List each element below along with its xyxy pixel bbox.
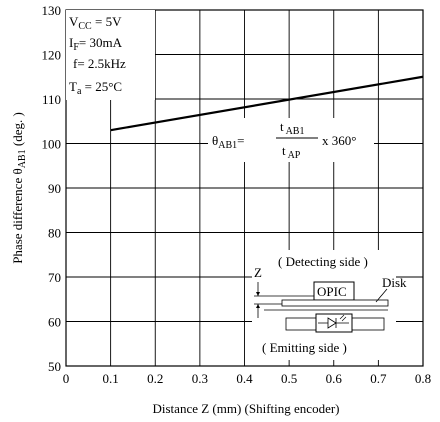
emitting-side-label: ( Emitting side ) xyxy=(262,340,347,355)
y-tick-labels: 50 60 70 80 90 100 110 120 130 xyxy=(42,3,62,374)
x-tick-label: 0.3 xyxy=(192,371,208,386)
data-series xyxy=(110,75,424,132)
condition-ta: Ta = 25°C xyxy=(69,79,122,97)
x-tick-label: 0.4 xyxy=(236,371,253,386)
conditions-box: VCC = 5V IF= 30mA f= 2.5kHz Ta = 25°C xyxy=(66,10,155,100)
x-axis-title: Distance Z (mm) (Shifting encoder) xyxy=(153,401,340,416)
x-tick-label: 0.2 xyxy=(147,371,163,386)
y-tick-label: 100 xyxy=(42,137,62,152)
y-tick-label: 130 xyxy=(42,3,62,18)
x-tick-labels: 0 0.1 0.2 0.3 0.4 0.5 0.6 0.7 0.8 xyxy=(63,371,431,386)
y-tick-label: 110 xyxy=(42,92,61,107)
condition-f: f= 2.5kHz xyxy=(73,56,126,71)
opic-label: OPIC xyxy=(317,284,347,299)
x-tick-label: 0 xyxy=(63,371,70,386)
x-tick-label: 0.8 xyxy=(415,371,431,386)
x-tick-label: 0.1 xyxy=(103,371,119,386)
y-tick-label: 70 xyxy=(48,270,61,285)
x-tick-label: 0.7 xyxy=(370,371,387,386)
formula-rhs: x 360° xyxy=(322,133,356,148)
x-tick-label: 0.6 xyxy=(326,371,343,386)
formula-annotation: θAB1= t AB1 t AP x 360° xyxy=(208,118,374,162)
inset-diagram: ( Detecting side ) Z OPIC Disk ( Emittin… xyxy=(252,250,407,360)
disk-label: Disk xyxy=(382,275,407,290)
detecting-side-label: ( Detecting side ) xyxy=(278,254,368,269)
y-tick-label: 120 xyxy=(42,48,62,63)
series-line-0 xyxy=(110,75,424,132)
y-tick-label: 80 xyxy=(48,226,61,241)
y-tick-label: 50 xyxy=(48,359,61,374)
z-label: Z xyxy=(254,265,262,280)
y-tick-label: 90 xyxy=(48,181,61,196)
condition-if: IF= 30mA xyxy=(69,35,123,53)
y-axis-title: Phase difference θAB1 (deg. ) xyxy=(10,112,28,264)
x-tick-label: 0.5 xyxy=(281,371,297,386)
y-tick-label: 60 xyxy=(48,315,61,330)
